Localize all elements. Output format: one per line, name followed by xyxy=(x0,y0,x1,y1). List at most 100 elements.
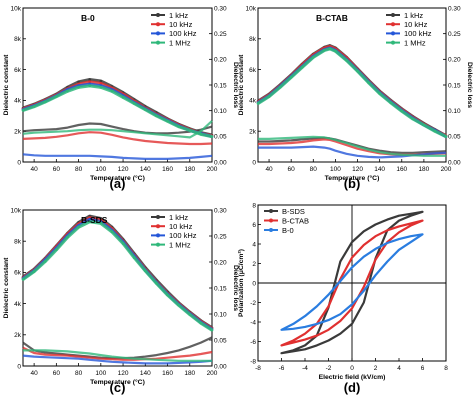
x-tick-label: 60 xyxy=(53,370,61,377)
y2-tick-label: 0.25 xyxy=(214,31,227,38)
data-point xyxy=(177,125,180,128)
data-point xyxy=(77,225,80,229)
hysteresis-loop xyxy=(280,219,424,347)
y-tick-label: 8 xyxy=(252,202,256,209)
legend-label: 1 kHz xyxy=(404,11,423,20)
data-point xyxy=(32,270,36,273)
data-point xyxy=(177,303,180,307)
x-tick-label: 80 xyxy=(310,166,318,173)
y2-tick-label: 0.25 xyxy=(214,233,227,240)
y-tick-label: 0 xyxy=(17,363,21,370)
data-point xyxy=(422,123,426,127)
y2-tick-label: 0.20 xyxy=(214,57,227,64)
y-tick-label: 6k xyxy=(14,270,22,277)
data-point xyxy=(155,282,158,285)
x-tick-label: 80 xyxy=(75,370,83,377)
legend-marker xyxy=(391,31,395,36)
series-constant-line xyxy=(22,84,213,139)
data-point xyxy=(188,129,192,132)
legend-label: 10 kHz xyxy=(404,20,428,29)
data-point xyxy=(256,102,260,105)
data-point xyxy=(55,248,58,252)
x-axis-label: Temperature (°C) xyxy=(325,174,380,182)
panel-c: 40 60 80 100 120 140 160 180 200 0 2k 4k 6k 8k 10k 0.00… xyxy=(3,207,239,395)
legend-marker xyxy=(269,218,273,223)
panel-a: 40 60 80 100 120 140 160 180 200 0 2k 4k 6k 8k 10k 0.00… xyxy=(3,5,239,191)
panel-label: (b) xyxy=(344,176,361,191)
y-tick-label: 4k xyxy=(14,98,22,105)
legend-label: 1 MHz xyxy=(169,240,191,249)
x-tick-label: 180 xyxy=(418,166,429,173)
x-tick-label: 60 xyxy=(53,166,61,173)
y2-tick-label: 0.30 xyxy=(214,207,227,214)
y2-tick-label: 0.20 xyxy=(448,57,461,64)
series-loss-line xyxy=(22,346,213,361)
legend-label: 1 MHz xyxy=(169,38,191,47)
x-tick-label: 120 xyxy=(352,166,363,173)
legend-marker xyxy=(391,40,395,45)
y2-tick-label: 0.05 xyxy=(448,134,461,141)
legend-marker xyxy=(156,215,160,219)
data-point xyxy=(267,95,271,98)
y2-axis-label: Dielectric loss xyxy=(466,62,473,108)
y2-tick-label: 0.10 xyxy=(448,108,461,115)
y-tick-label: 2 xyxy=(252,261,256,268)
data-point xyxy=(199,321,203,325)
y-tick-label: 2k xyxy=(14,332,22,339)
x-tick-label: -8 xyxy=(255,365,261,372)
data-point xyxy=(166,293,169,297)
x-tick-label: 180 xyxy=(184,166,195,173)
x-tick-label: 100 xyxy=(95,166,106,173)
data-point xyxy=(88,84,92,88)
x-tick-label: 160 xyxy=(162,166,173,173)
y2-tick-label: 0.10 xyxy=(214,311,227,318)
y2-tick-label: 0.30 xyxy=(448,5,461,12)
series-constant-line xyxy=(22,220,213,332)
x-tick-label: 8 xyxy=(444,365,448,372)
data-point xyxy=(389,101,393,105)
data-point xyxy=(166,119,169,123)
legend-marker xyxy=(156,242,160,247)
y-axis-label: Polarization (μC/cm²) xyxy=(238,249,245,317)
series-loss-line xyxy=(23,349,212,362)
x-tick-label: -2 xyxy=(326,365,332,372)
data-point xyxy=(121,96,125,99)
panel-label: (a) xyxy=(110,176,126,191)
legend-label: 10 kHz xyxy=(169,20,193,29)
data-point xyxy=(367,81,370,84)
legend-marker xyxy=(269,228,273,232)
y2-tick-label: 0.15 xyxy=(448,82,461,89)
legend-marker xyxy=(156,31,160,36)
legend-label: B-CTAB xyxy=(282,216,309,225)
y2-tick-label: 0.10 xyxy=(214,108,227,115)
x-tick-label: 140 xyxy=(140,166,151,173)
x-tick-label: 0 xyxy=(350,365,354,372)
legend-marker xyxy=(156,40,160,45)
y-tick-label: 10k xyxy=(11,5,22,12)
data-point xyxy=(334,49,337,53)
y2-tick-label: 0.00 xyxy=(214,363,227,370)
y-tick-label: 4k xyxy=(14,301,22,308)
data-point xyxy=(21,278,25,281)
y-tick-label: 0 xyxy=(252,280,256,287)
y-axis-label: Dielectric constant xyxy=(3,54,10,116)
data-point xyxy=(99,221,103,225)
series-loss-line xyxy=(22,354,213,365)
data-point xyxy=(88,80,92,84)
y-tick-label: 10k xyxy=(11,207,22,214)
data-point xyxy=(378,92,381,95)
data-point xyxy=(77,86,80,89)
data-point xyxy=(278,86,282,89)
x-tick-label: 80 xyxy=(75,166,83,173)
legend-marker xyxy=(156,22,160,27)
data-point xyxy=(66,89,69,93)
y2-tick-label: 0.05 xyxy=(214,337,227,344)
legend-label: 100 kHz xyxy=(169,29,197,38)
y-tick-label: 8k xyxy=(249,36,257,43)
y-tick-label: 6k xyxy=(14,67,22,74)
data-point xyxy=(311,55,315,59)
y-tick-label: -6 xyxy=(250,339,256,346)
x-tick-label: 100 xyxy=(95,370,106,377)
legend-label: 1 kHz xyxy=(169,11,188,20)
